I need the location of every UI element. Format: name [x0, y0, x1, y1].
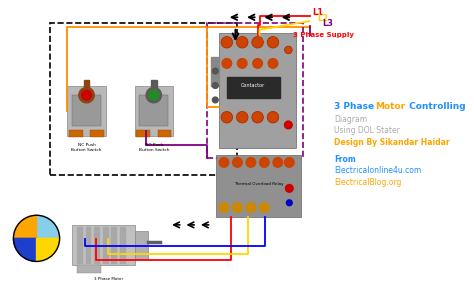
Bar [137, 130, 150, 137]
Circle shape [82, 90, 91, 100]
Bar [91, 130, 104, 137]
Circle shape [246, 203, 255, 213]
Bar [72, 225, 135, 265]
Circle shape [237, 59, 247, 68]
Circle shape [267, 36, 279, 48]
Circle shape [268, 59, 278, 68]
Circle shape [246, 157, 255, 167]
Polygon shape [36, 238, 60, 261]
Circle shape [260, 203, 269, 213]
Text: L1: L1 [312, 8, 324, 17]
Polygon shape [13, 215, 36, 238]
Bar [94, 227, 99, 263]
Bar [211, 57, 219, 86]
Text: From: From [335, 155, 356, 164]
Bar [207, 23, 303, 157]
Circle shape [285, 184, 293, 192]
Circle shape [237, 36, 248, 48]
Circle shape [286, 200, 292, 206]
Text: 3 Phase Supply: 3 Phase Supply [293, 31, 354, 38]
Circle shape [212, 83, 218, 89]
Text: Motor: Motor [375, 102, 405, 111]
Text: 3 Phase Motor: 3 Phase Motor [93, 277, 123, 281]
Text: Using DOL Stater: Using DOL Stater [335, 126, 401, 135]
Bar [219, 33, 296, 148]
Circle shape [219, 157, 229, 167]
Circle shape [221, 112, 233, 123]
Text: L2: L2 [317, 14, 328, 23]
Circle shape [233, 203, 242, 213]
Text: Diagram: Diagram [335, 115, 368, 124]
Circle shape [284, 157, 294, 167]
Text: Contactor: Contactor [241, 83, 265, 88]
Bar [135, 231, 148, 260]
Text: Design By Sikandar Haidar: Design By Sikandar Haidar [335, 139, 450, 147]
Circle shape [237, 112, 248, 123]
Text: NC Push
Button Switch: NC Push Button Switch [71, 143, 102, 152]
Text: 3 Phase: 3 Phase [335, 102, 378, 111]
Circle shape [260, 157, 269, 167]
Circle shape [252, 112, 264, 123]
Bar [227, 77, 280, 98]
Circle shape [253, 59, 263, 68]
Circle shape [146, 87, 162, 103]
Bar [83, 80, 90, 97]
Bar [77, 265, 101, 273]
Bar [77, 227, 82, 263]
Polygon shape [13, 238, 36, 261]
Circle shape [273, 157, 283, 167]
Bar [50, 23, 237, 175]
Bar [120, 227, 125, 263]
Circle shape [212, 68, 218, 74]
Bar [103, 227, 108, 263]
Bar [158, 130, 171, 137]
Text: Electricalonline4u.com: Electricalonline4u.com [335, 166, 422, 175]
Text: ElectricalBlog.org: ElectricalBlog.org [335, 178, 402, 187]
Circle shape [221, 36, 233, 48]
Bar [111, 227, 116, 263]
Circle shape [79, 87, 94, 103]
Polygon shape [36, 215, 60, 238]
Circle shape [284, 121, 292, 129]
Circle shape [222, 59, 232, 68]
Bar [216, 155, 301, 217]
Bar [69, 130, 82, 137]
Bar [151, 80, 157, 97]
Circle shape [233, 157, 242, 167]
Bar [72, 95, 101, 126]
Circle shape [149, 90, 159, 100]
Circle shape [219, 203, 229, 213]
Text: Controlling: Controlling [406, 102, 465, 111]
Circle shape [284, 46, 292, 54]
Bar [85, 227, 91, 263]
Circle shape [212, 97, 218, 103]
Text: L3: L3 [322, 19, 333, 28]
Bar [139, 95, 168, 126]
Text: Thermal Overload Relay: Thermal Overload Relay [234, 181, 283, 186]
Bar [135, 86, 173, 136]
Text: NO Push
Button Switch: NO Push Button Switch [138, 143, 169, 152]
Circle shape [267, 112, 279, 123]
Circle shape [252, 36, 264, 48]
Bar [67, 86, 106, 136]
